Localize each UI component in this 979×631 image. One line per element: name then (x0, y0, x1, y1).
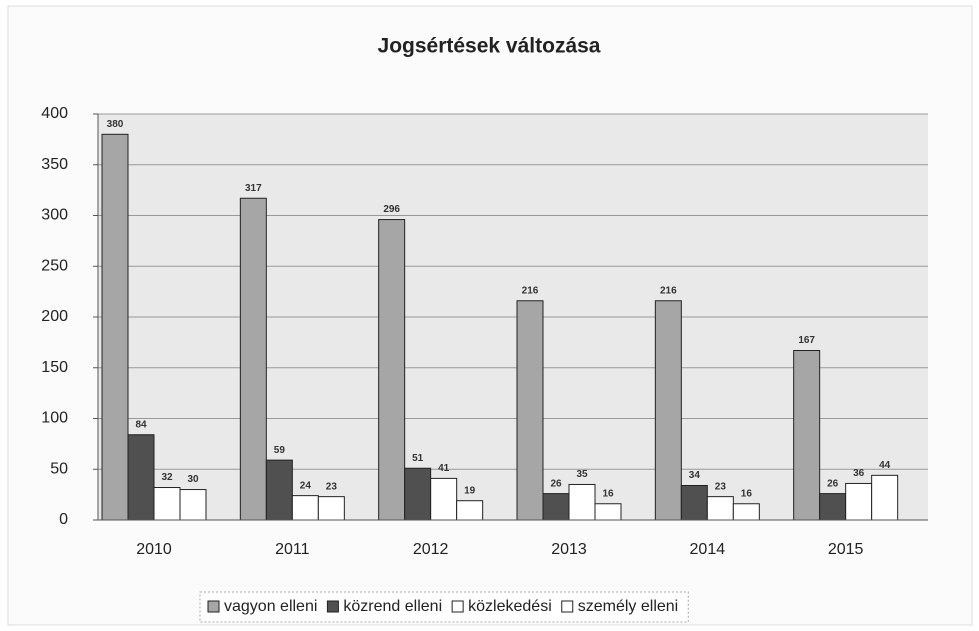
bar (654, 300, 682, 521)
y-tick-label: 250 (41, 257, 68, 274)
y-tick-label: 300 (41, 207, 68, 224)
y-tick-label: 50 (50, 460, 68, 477)
value-label: 59 (274, 445, 286, 456)
bar (378, 219, 406, 521)
legend-swatch (326, 600, 339, 613)
bar (706, 496, 734, 521)
bar (101, 133, 129, 521)
value-label: 44 (879, 460, 891, 471)
bar (871, 474, 899, 521)
legend-swatch (207, 600, 220, 613)
legend-swatch (561, 600, 574, 613)
bar (430, 477, 458, 521)
bar (542, 493, 570, 521)
x-tick-label: 2014 (690, 541, 726, 558)
value-label: 380 (107, 119, 124, 130)
value-label: 19 (464, 485, 476, 496)
x-tick-label: 2013 (551, 541, 587, 558)
value-label: 216 (660, 285, 677, 296)
legend-label: vagyon elleni (224, 598, 317, 615)
y-tick-label: 200 (41, 308, 68, 325)
bar (153, 487, 181, 521)
chart-title: Jogsértések változása (378, 35, 601, 58)
value-label: 16 (602, 488, 614, 499)
value-label: 35 (576, 469, 588, 480)
bar (404, 467, 432, 521)
bar (265, 459, 293, 521)
value-label: 26 (827, 478, 839, 489)
value-label: 26 (550, 478, 562, 489)
value-label: 41 (438, 463, 450, 474)
value-label: 84 (135, 419, 147, 430)
legend-label: közrend elleni (343, 598, 442, 615)
bar (819, 493, 847, 521)
value-label: 30 (187, 474, 199, 485)
value-label: 51 (412, 453, 424, 464)
value-label: 32 (161, 472, 173, 483)
legend-label: személy elleni (578, 598, 678, 615)
bar (680, 484, 708, 521)
value-label: 34 (689, 470, 701, 481)
value-label: 16 (741, 488, 753, 499)
bar (516, 300, 544, 521)
y-tick-label: 150 (41, 359, 68, 376)
value-label: 23 (715, 481, 727, 492)
bar (845, 482, 873, 521)
bar (317, 496, 345, 521)
value-label: 24 (300, 480, 312, 491)
bar (127, 434, 155, 521)
bar (732, 503, 760, 521)
value-label: 167 (798, 335, 815, 346)
y-tick-label: 350 (41, 156, 68, 173)
x-tick-label: 2015 (828, 541, 864, 558)
bar (568, 483, 596, 521)
value-label: 216 (522, 285, 539, 296)
bar (179, 489, 207, 521)
bar (239, 197, 267, 521)
bar (291, 495, 319, 521)
x-tick-label: 2011 (275, 541, 310, 558)
x-tick-label: 2010 (136, 541, 172, 558)
legend-box (199, 591, 689, 623)
bar (793, 349, 821, 521)
value-label: 296 (383, 204, 400, 215)
bar (594, 503, 622, 521)
bar (456, 500, 484, 521)
value-label: 23 (326, 481, 338, 492)
y-tick-label: 400 (41, 105, 68, 122)
value-label: 317 (245, 183, 262, 194)
y-tick-label: 0 (59, 511, 68, 528)
legend-swatch (451, 600, 464, 613)
legend-label: közlekedési (468, 598, 552, 615)
value-label: 36 (853, 468, 865, 479)
x-tick-label: 2012 (413, 541, 449, 558)
y-tick-label: 100 (41, 410, 68, 427)
